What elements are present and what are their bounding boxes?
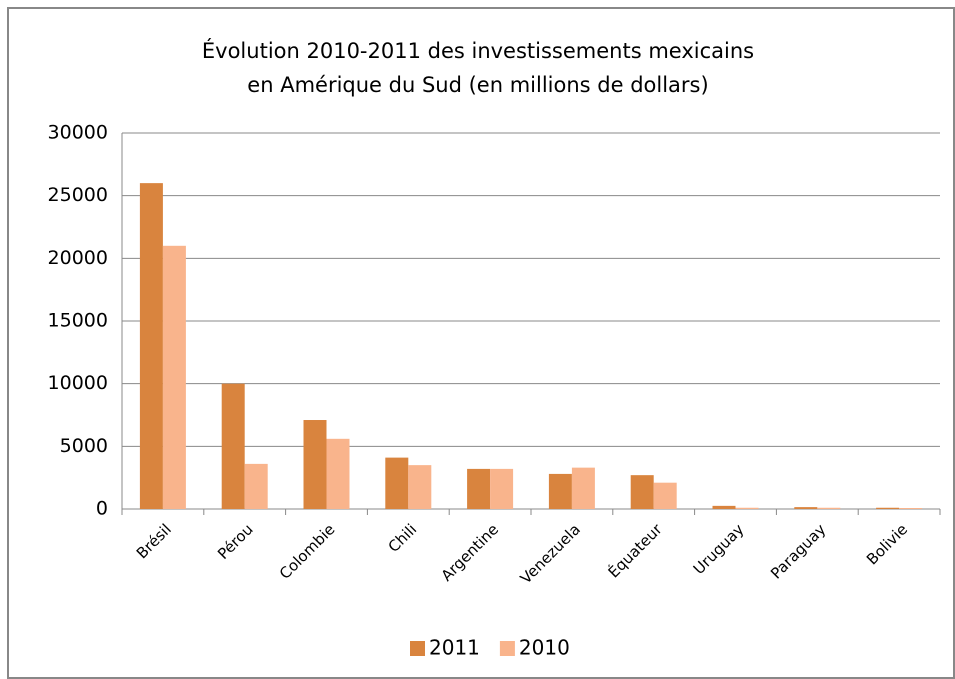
- bar: [162, 245, 186, 510]
- legend-label: 2011: [429, 636, 480, 660]
- bar: [548, 473, 572, 509]
- y-tick-label: 20000: [48, 247, 108, 269]
- bar: [571, 467, 595, 509]
- bar: [467, 468, 491, 509]
- y-tick-label: 25000: [48, 184, 108, 206]
- bar: [712, 505, 736, 509]
- bar: [490, 468, 514, 509]
- bar: [221, 383, 245, 509]
- bar: [817, 507, 841, 509]
- bar: [139, 183, 163, 509]
- y-tick-label: 10000: [48, 372, 108, 394]
- y-tick-label: 5000: [60, 435, 108, 457]
- y-tick-label: 30000: [48, 122, 108, 144]
- bar: [794, 507, 818, 509]
- y-tick-label: 15000: [48, 310, 108, 332]
- chart-title: en Amérique du Sud (en millions de dolla…: [247, 73, 708, 97]
- bar: [630, 475, 654, 509]
- legend-swatch: [410, 641, 425, 656]
- bar: [303, 420, 327, 509]
- bar: [899, 507, 923, 509]
- y-tick-label: 0: [96, 498, 108, 520]
- bar: [326, 438, 350, 509]
- legend-swatch: [499, 641, 515, 656]
- bar: [876, 507, 900, 509]
- bar: [735, 507, 759, 509]
- chart-title: Évolution 2010-2011 des investissements …: [202, 38, 754, 63]
- bar: [408, 465, 432, 509]
- legend-label: 2010: [519, 636, 570, 660]
- bar: [653, 482, 677, 509]
- bar: [244, 463, 268, 509]
- bar: [385, 457, 409, 509]
